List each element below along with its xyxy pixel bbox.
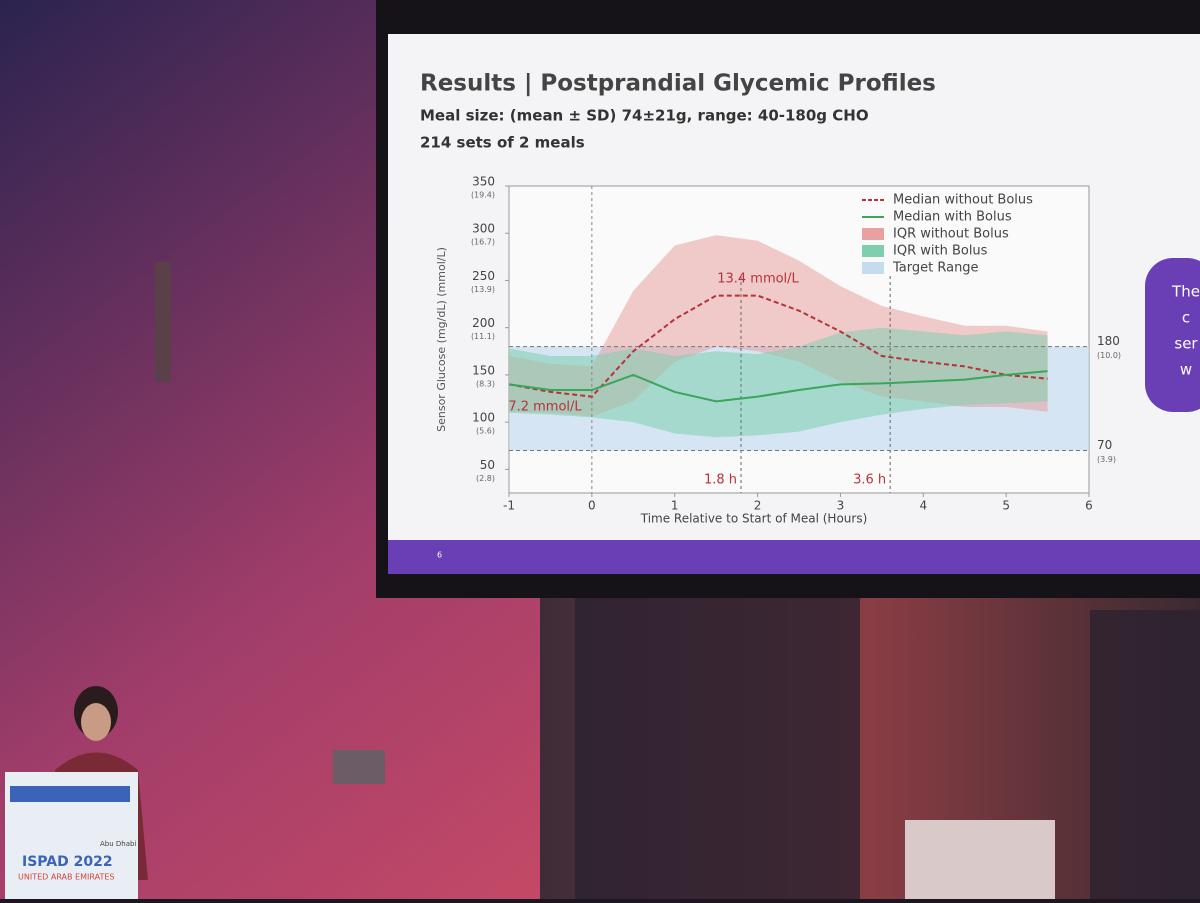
lattice-panel bbox=[575, 595, 860, 899]
median-line bbox=[508, 370, 1048, 403]
iqr-band bbox=[509, 327, 1048, 438]
slide-footer bbox=[388, 540, 1200, 574]
y-tick-label: 350 bbox=[472, 175, 495, 189]
x-tick-label: 1 bbox=[671, 499, 679, 513]
lattice-panel bbox=[1090, 610, 1200, 899]
wall-box bbox=[333, 750, 385, 784]
side-box bbox=[1145, 258, 1200, 412]
y2-tick-label: 70 bbox=[1097, 438, 1112, 452]
y-tick-label: 300 bbox=[472, 222, 495, 236]
peak-label: 13.4 mmol/L bbox=[717, 272, 799, 287]
slide-title: Results | Postprandial Glycemic Profiles bbox=[420, 71, 936, 97]
y-tick-mmol: (2.8) bbox=[476, 474, 495, 483]
y-tick-mmol: (11.1) bbox=[471, 332, 495, 341]
y-axis-label: Sensor Glucose (mg/dL) (mmol/L) bbox=[435, 247, 448, 432]
podium-city: Abu Dhabi bbox=[100, 840, 136, 848]
side-box-line: c bbox=[1182, 309, 1190, 327]
podium-country: UNITED ARAB EMIRATES bbox=[18, 873, 114, 882]
legend-swatch bbox=[862, 245, 884, 257]
podium-event: ISPAD 2022 bbox=[22, 854, 113, 870]
time-marker-label: 1.8 h bbox=[704, 473, 737, 488]
side-box-line: ser bbox=[1174, 335, 1198, 353]
x-tick-label: 5 bbox=[1002, 499, 1010, 513]
y2-tick-label: 180 bbox=[1097, 334, 1120, 348]
y-tick-mmol: (19.4) bbox=[471, 191, 495, 200]
legend-label: Median without Bolus bbox=[893, 193, 1033, 208]
side-box-line: The bbox=[1171, 283, 1200, 301]
legend-swatch bbox=[862, 228, 884, 240]
page-number: 6 bbox=[437, 551, 442, 560]
x-axis-label: Time Relative to Start of Meal (Hours) bbox=[640, 512, 868, 526]
y-tick-label: 100 bbox=[472, 411, 495, 425]
y-tick-label: 50 bbox=[480, 458, 495, 472]
y-tick-label: 250 bbox=[472, 269, 495, 283]
legend-label: Target Range bbox=[892, 261, 979, 276]
wall-lamp bbox=[155, 262, 171, 382]
median-line bbox=[508, 294, 1048, 398]
y-tick-label: 200 bbox=[472, 316, 495, 330]
slide-subtitle: 214 sets of 2 meals bbox=[420, 134, 585, 152]
y-tick-mmol: (8.3) bbox=[476, 379, 495, 388]
chart: 1.8 h 3.6 h70(3.9)180(10.0)50(2.8)100(5.6… bbox=[435, 175, 1121, 526]
start-label: 7.2 mmol/L bbox=[508, 400, 582, 415]
podium-band bbox=[10, 786, 130, 802]
side-box-text: The c ser w bbox=[1171, 283, 1200, 379]
y-tick-mmol: (5.6) bbox=[476, 427, 495, 436]
y2-tick-mmol: (3.9) bbox=[1097, 455, 1116, 464]
speaker-face bbox=[81, 703, 111, 741]
legend-label: Median with Bolus bbox=[893, 210, 1012, 225]
x-tick-label: 2 bbox=[754, 499, 762, 513]
time-marker-label: 3.6 h bbox=[853, 473, 886, 488]
x-tick-label: 3 bbox=[837, 499, 845, 513]
y2-tick-mmol: (10.0) bbox=[1097, 351, 1121, 360]
x-tick-label: 6 bbox=[1085, 499, 1093, 513]
legend-swatch bbox=[862, 262, 884, 274]
x-tick-label: 0 bbox=[588, 499, 596, 513]
y-tick-label: 150 bbox=[472, 363, 495, 377]
side-box-line: w bbox=[1180, 361, 1192, 379]
lit-panel bbox=[905, 820, 1055, 899]
legend-label: IQR with Bolus bbox=[893, 244, 988, 259]
x-tick-label: -1 bbox=[503, 499, 515, 513]
x-tick-label: 4 bbox=[919, 499, 927, 513]
slide-subtitle: Meal size: (mean ± SD) 74±21g, range: 40… bbox=[420, 107, 869, 125]
legend-label: IQR without Bolus bbox=[893, 227, 1009, 242]
y-tick-mmol: (16.7) bbox=[471, 238, 495, 247]
y-tick-mmol: (13.9) bbox=[471, 285, 495, 294]
